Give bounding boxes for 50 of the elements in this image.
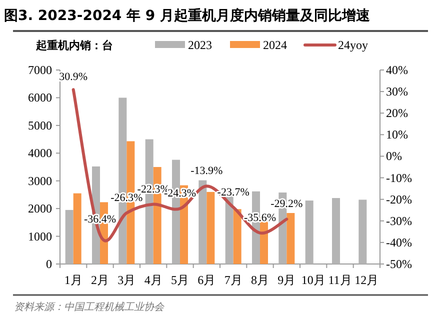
y2-tick-label: -50% [386, 257, 412, 271]
y-tick-label: 4000 [28, 146, 52, 160]
x-tick-label: 10月 [301, 273, 326, 287]
data-label: -13.9% [190, 165, 223, 178]
y2-tick-label: 40% [386, 63, 408, 77]
data-label: 30.9% [59, 71, 88, 83]
bar [206, 192, 215, 264]
y2-tick-label: 20% [386, 106, 408, 120]
x-tick-label: 2月 [91, 273, 109, 287]
chart-title: 图3. 2023-2024 年 9 月起重机月度内销销量及同比增速 [4, 7, 372, 24]
bar [233, 209, 242, 264]
x-tick-label: 3月 [118, 273, 136, 287]
data-label: -26.3% [110, 192, 143, 204]
bar [332, 198, 340, 264]
x-tick-label: 1月 [64, 273, 82, 287]
text: 资料来源：中国工程机械工业协会 [14, 301, 165, 313]
x-tick-label: 5月 [171, 273, 189, 287]
y-tick-label: 6000 [28, 90, 52, 105]
y-tick-label: 1000 [28, 229, 52, 244]
legend-label: 24yoy [338, 38, 368, 52]
bar [305, 200, 314, 264]
data-label: -29.2% [270, 198, 303, 210]
y2-tick-label: 30% [386, 84, 408, 99]
data-label: -35.6% [244, 212, 276, 224]
bar [73, 193, 82, 264]
y2-tick-label: -20% [386, 192, 412, 206]
y-tick-label: 0 [46, 257, 52, 271]
y2-tick-label: 0% [386, 149, 402, 164]
x-tick-label: 9月 [278, 273, 296, 287]
bar [286, 213, 295, 264]
x-tick-label: 12月 [354, 273, 379, 287]
y2-tick-label: -30% [386, 214, 412, 228]
bar [198, 180, 207, 264]
x-tick-label: 4月 [144, 273, 162, 287]
y-tick-label: 7000 [28, 63, 52, 77]
y-tick-label: 2000 [28, 202, 52, 216]
y2-tick-label: -10% [386, 170, 412, 185]
y-axis-title: 起重机内销：台 [35, 39, 113, 52]
bar [358, 200, 367, 264]
x-tick-label: 6月 [198, 273, 216, 287]
x-tick-label: 7月 [224, 273, 242, 287]
legend-label: 2024 [263, 38, 287, 52]
x-tick-label: 8月 [251, 273, 269, 287]
bar [65, 210, 74, 264]
y-tick-label: 3000 [28, 174, 52, 188]
y2-tick-label: -40% [386, 235, 412, 250]
y2-tick-label: 10% [386, 128, 408, 142]
x-tick-label: 11月 [328, 273, 352, 287]
y-tick-label: 5000 [28, 118, 52, 132]
legend-label: 2023 [188, 38, 212, 52]
